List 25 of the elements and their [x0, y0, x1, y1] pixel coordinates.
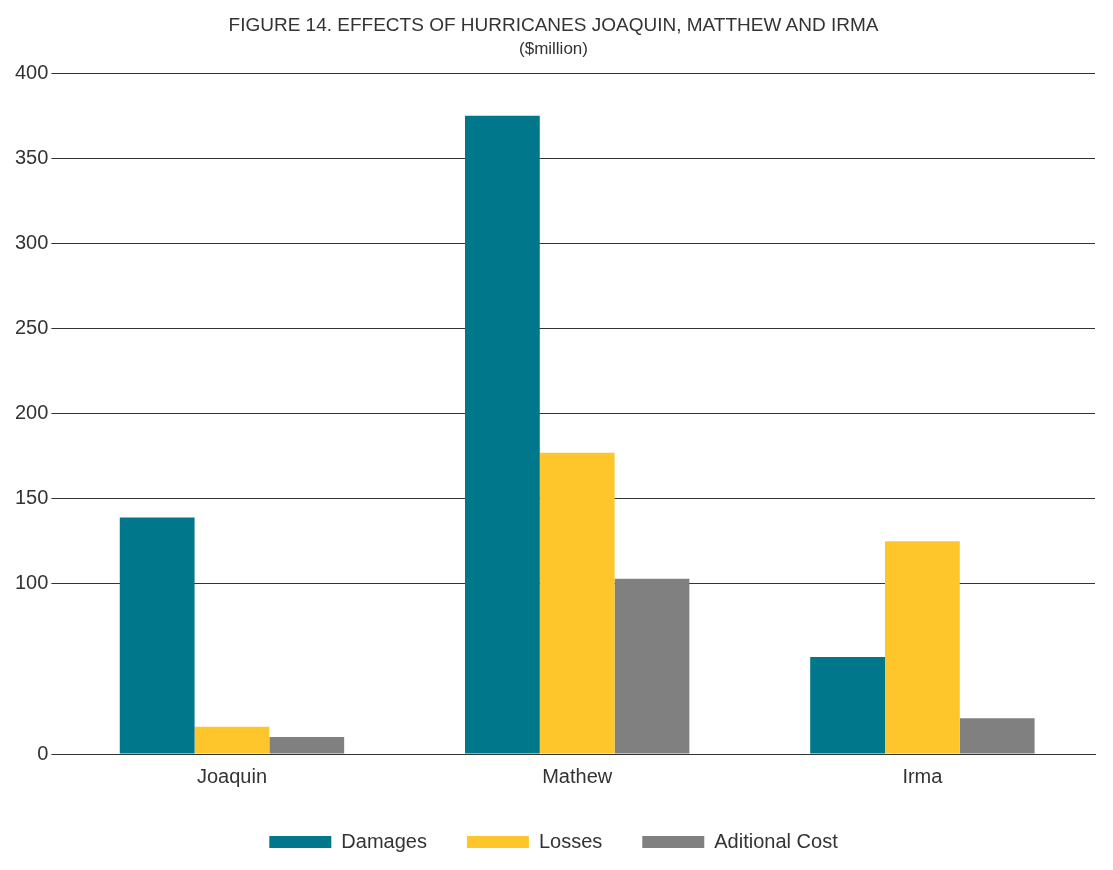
bar: [810, 656, 885, 754]
bar: [119, 517, 195, 754]
bar: [539, 452, 615, 754]
legend-label: Damages: [341, 829, 427, 852]
legend-label: Losses: [538, 829, 603, 852]
chart-subtitle: ($million): [519, 38, 588, 58]
bar: [959, 718, 1035, 754]
y-tick-label: 0: [37, 741, 49, 764]
bar: [885, 541, 960, 754]
bar: [269, 736, 345, 754]
y-tick-label: 400: [14, 60, 49, 83]
bar: [614, 578, 690, 754]
chart-title: FIGURE 14. EFFECTS OF HURRICANES JOAQUIN, MATTHEW AND IRMA: [228, 13, 879, 35]
x-tick-label: Irma: [902, 764, 944, 787]
x-tick-label: Mathew: [542, 764, 613, 787]
y-tick-label: 200: [14, 401, 49, 424]
bar: [194, 726, 270, 754]
y-tick-label: 250: [14, 316, 49, 339]
bar: [464, 115, 540, 754]
legend-label: Aditional Cost: [714, 829, 839, 852]
x-tick-label: Joaquin: [196, 764, 268, 787]
y-tick-label: 300: [14, 230, 49, 253]
y-tick-label: 350: [14, 145, 49, 168]
y-tick-label: 150: [14, 486, 49, 509]
y-tick-label: 100: [14, 571, 49, 594]
